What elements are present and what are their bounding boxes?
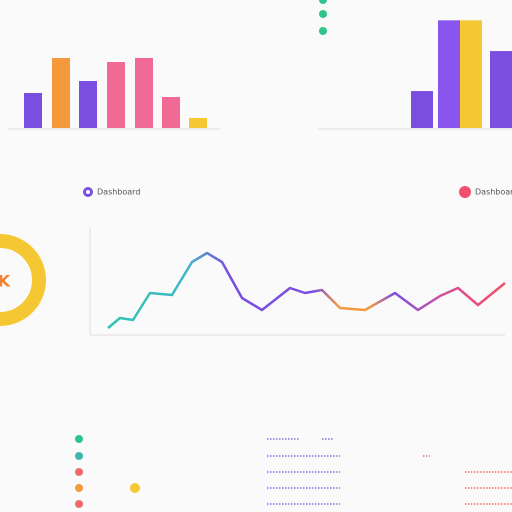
bar <box>460 20 482 128</box>
legend-dot <box>459 186 471 198</box>
bar <box>107 62 125 128</box>
row-dot <box>75 468 83 476</box>
legend-label: Dashboard <box>475 188 512 197</box>
bar <box>438 20 460 128</box>
row-dot <box>75 484 83 492</box>
donut <box>0 234 46 326</box>
status-dot <box>319 27 327 35</box>
legend-label: Dashboard <box>97 188 140 197</box>
status-dot <box>319 0 327 4</box>
list <box>75 435 512 508</box>
bar <box>24 93 42 128</box>
bar <box>189 118 207 128</box>
bar <box>135 58 153 128</box>
status-dot <box>319 10 327 18</box>
row-dot <box>75 452 83 460</box>
status-dot <box>130 483 140 493</box>
donut-label: K <box>0 272 11 291</box>
line <box>107 251 506 329</box>
bar <box>79 81 97 128</box>
bar <box>52 58 70 128</box>
bar <box>490 51 512 129</box>
row-dot <box>75 435 83 443</box>
bar <box>162 97 180 128</box>
legend-dot-inner <box>86 190 90 194</box>
bar <box>411 91 433 128</box>
row-dot <box>75 500 83 508</box>
